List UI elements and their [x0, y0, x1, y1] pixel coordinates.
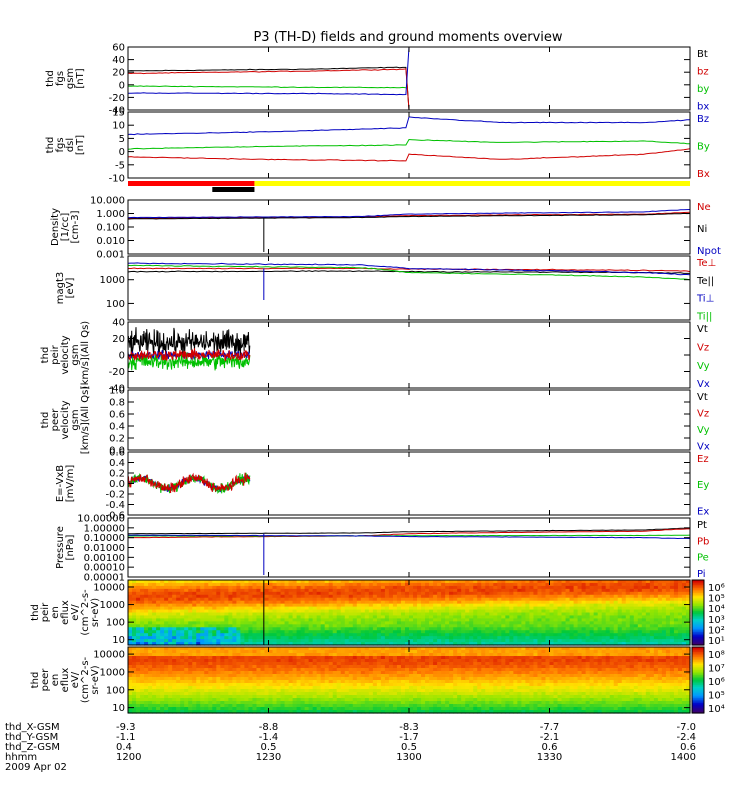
colorbar-tick-label: 10⁶: [708, 583, 725, 594]
series-line-fgs-dsl: [128, 140, 690, 150]
series-line-pressure: [128, 528, 690, 534]
colorbar-tick-label: 10³: [708, 615, 725, 626]
series-line-fgs-gsm: [128, 86, 406, 88]
colorbar-tick-label: 10⁴: [708, 604, 725, 615]
colorbar-tick-label: 10⁵: [708, 594, 725, 605]
colorbar-tick-label: 10¹: [708, 636, 725, 647]
series-line-fgs-gsm: [128, 69, 500, 110]
figure-title: P3 (TH-D) fields and ground moments over…: [253, 30, 562, 45]
heatmap-peer-eflux: [128, 647, 691, 714]
heatmap-peir-eflux: [128, 580, 691, 646]
colorbar-tick-label: 10²: [708, 625, 725, 636]
series-line-fgs-gsm: [128, 67, 500, 110]
series-line-fgs-dsl: [128, 117, 690, 135]
series-line-fgs-dsl: [128, 149, 690, 161]
